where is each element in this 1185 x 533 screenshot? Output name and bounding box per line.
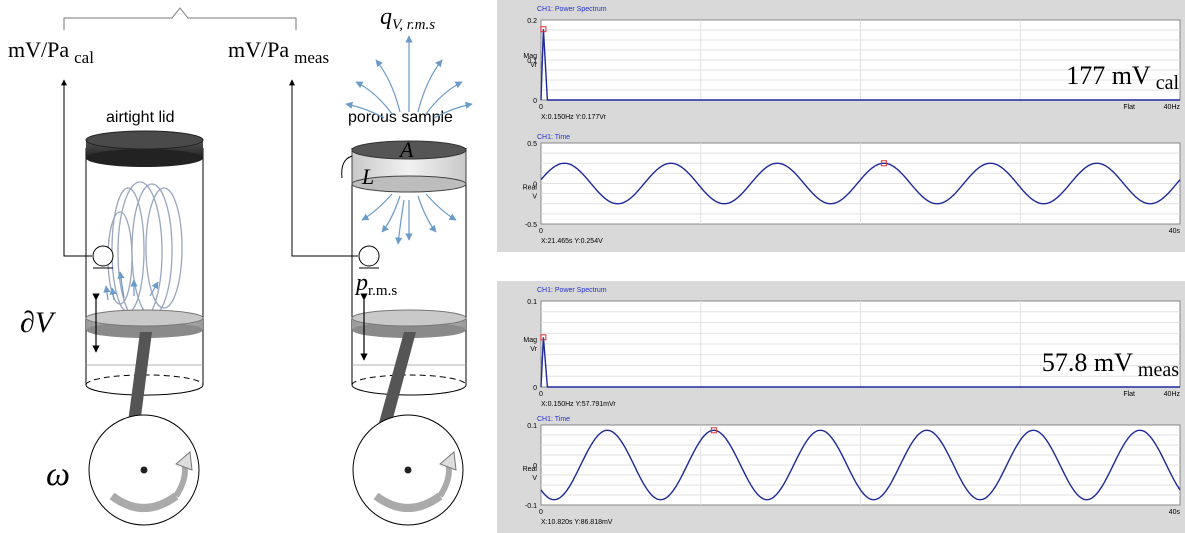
airtight-lid-label: airtight lid [106, 109, 174, 126]
right-cylinder: porous sample A L [341, 35, 473, 526]
time-y-tick: 0.1 [527, 423, 537, 430]
time-y-tick: 0.5 [527, 141, 537, 148]
signal-line-cal [61, 79, 92, 257]
airflow-arrows [103, 271, 159, 301]
spectrum-title: CH1: Power Spectrum [537, 6, 607, 13]
spectrum-readout: X:0.150Hz Y:57.791mVr [541, 401, 616, 408]
piston-left [85, 309, 204, 338]
microphone-meas-icon [358, 245, 380, 269]
annotation-sub: meas [1138, 359, 1179, 381]
time-x-end: 40s [1169, 509, 1181, 516]
left-cylinder: airtight lid [20, 109, 204, 526]
spectrum-x-start: 0 [539, 104, 543, 111]
analyzer-panel-cal: CH1: Power Spectrum 0.2 0.1 0 Mag Vr 0 40Hz Flat… [497, 0, 1185, 252]
label-mv-pa-meas: mV/Pa meas [228, 37, 329, 67]
spectrum-marker [540, 334, 547, 341]
flow-arrows-in [361, 193, 457, 245]
spectrum-x-start: 0 [539, 391, 543, 398]
time-x-end: 40s [1169, 228, 1181, 235]
length-label: L [361, 164, 374, 189]
time-y-tick: -0.5 [525, 222, 537, 229]
airtight-lid [85, 130, 204, 167]
p-rms-label: pr.m.s [354, 270, 397, 299]
signal-line-meas [289, 79, 358, 257]
time-ylabel: Real [523, 466, 538, 473]
spectrum-readout: X:0.150Hz Y:0.177Vr [541, 114, 607, 121]
spectrum-marker [540, 26, 547, 33]
spectrum-ylabel-unit: Vr [530, 346, 537, 353]
spectrum-window: Flat [1123, 391, 1135, 398]
q-label: qV, r.m.s [380, 4, 435, 33]
microphone-cal-icon [92, 245, 114, 269]
spectrum-trace [540, 29, 1180, 101]
spectrum-y-tick: 0.2 [527, 18, 537, 25]
time-trace [540, 429, 1181, 501]
spectrum-annotation: 177 mV cal [1066, 61, 1179, 94]
spectrum-ylabel-unit: Vr [530, 62, 537, 69]
time-y-tick: -0.1 [525, 503, 537, 510]
crank-wheel-left [88, 414, 200, 526]
time-trace [540, 162, 1181, 205]
time-ylabel-unit: V [532, 475, 537, 482]
pistonphone-diagram: mV/Pa cal mV/Pa meas qV, r.m.s airtight li… [8, 4, 473, 526]
annotation-value: 177 mV [1066, 61, 1151, 90]
porous-sample-label: porous sample [348, 109, 453, 126]
time-marker [880, 160, 887, 167]
spectrum-y-tick: 0.1 [527, 299, 537, 306]
time-y-tick: 0 [533, 182, 537, 189]
spectrum-annotation: 57.8 mV meas [1042, 348, 1179, 381]
spectrum-x-end: 40Hz [1164, 104, 1181, 111]
time-title: CH1: Time [537, 416, 570, 423]
spectrum-y-tick: 0 [533, 385, 537, 392]
spectrum-ylabel: Mag [523, 53, 537, 60]
top-brace [63, 7, 297, 30]
time-x-start: 0 [539, 509, 543, 516]
time-readout: X:21.465s Y:0.254V [541, 238, 603, 245]
spectrum-title: CH1: Power Spectrum [537, 287, 607, 294]
omega-label: ω [46, 456, 70, 493]
time-ylabel-unit: V [532, 194, 537, 201]
spectrum-trace [540, 337, 1180, 388]
delta-v-label: ∂V [20, 306, 57, 339]
piston-right [351, 309, 467, 338]
flow-arrows-out [345, 35, 473, 119]
spectrum-ylabel: Mag [523, 337, 537, 344]
porous-sample [341, 140, 467, 193]
label-mv-pa-cal: mV/Pa cal [8, 37, 94, 67]
time-y-tick: 0 [533, 463, 537, 470]
spectrum-x-end: 40Hz [1164, 391, 1181, 398]
spectrum-window: Flat [1123, 104, 1135, 111]
annotation-sub: cal [1156, 72, 1180, 94]
time-x-start: 0 [539, 228, 543, 235]
airflow-swirl [107, 181, 183, 323]
analyzer-panel-meas: CH1: Power Spectrum 0.1 0 Mag Vr 0 40Hz Flat X:0… [497, 281, 1185, 533]
annotation-value: 57.8 mV [1042, 348, 1133, 377]
time-marker [710, 427, 717, 434]
area-label: A [398, 137, 414, 162]
spectrum-y-tick: 0.1 [527, 58, 537, 65]
spectrum-y-tick: 0 [533, 98, 537, 105]
time-readout: X:10.820s Y:86.818mV [541, 519, 613, 526]
crank-wheel-right [352, 414, 464, 526]
time-ylabel: Real [523, 185, 538, 192]
time-title: CH1: Time [537, 134, 570, 141]
